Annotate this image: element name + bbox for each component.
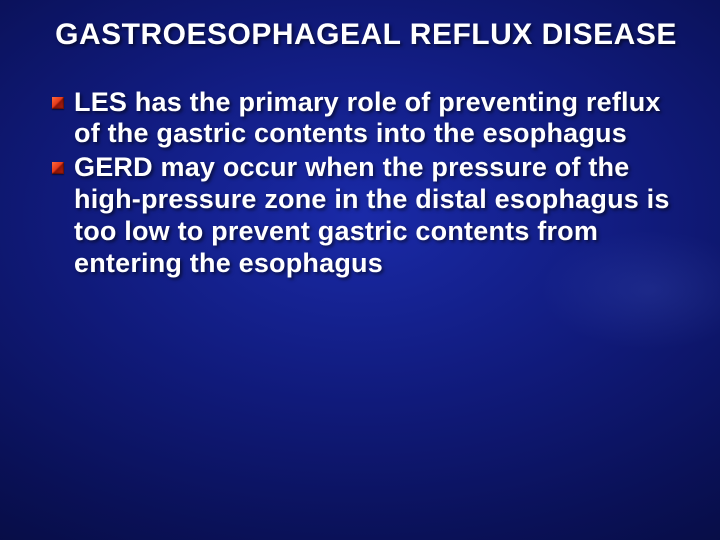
list-item-text: LES has the primary role of preventing r…	[74, 87, 684, 151]
slide-body: LES has the primary role of preventing r…	[48, 87, 684, 280]
list-item-text: GERD may occur when the pressure of the …	[74, 152, 684, 279]
list-item: GERD may occur when the pressure of the …	[52, 152, 684, 279]
slide-title: GASTROESOPHAGEAL REFLUX DISEASE	[48, 18, 684, 53]
bullet-icon	[52, 97, 64, 109]
list-item: LES has the primary role of preventing r…	[52, 87, 684, 151]
bullet-icon	[52, 162, 64, 174]
slide: GASTROESOPHAGEAL REFLUX DISEASE LES has …	[0, 0, 720, 540]
